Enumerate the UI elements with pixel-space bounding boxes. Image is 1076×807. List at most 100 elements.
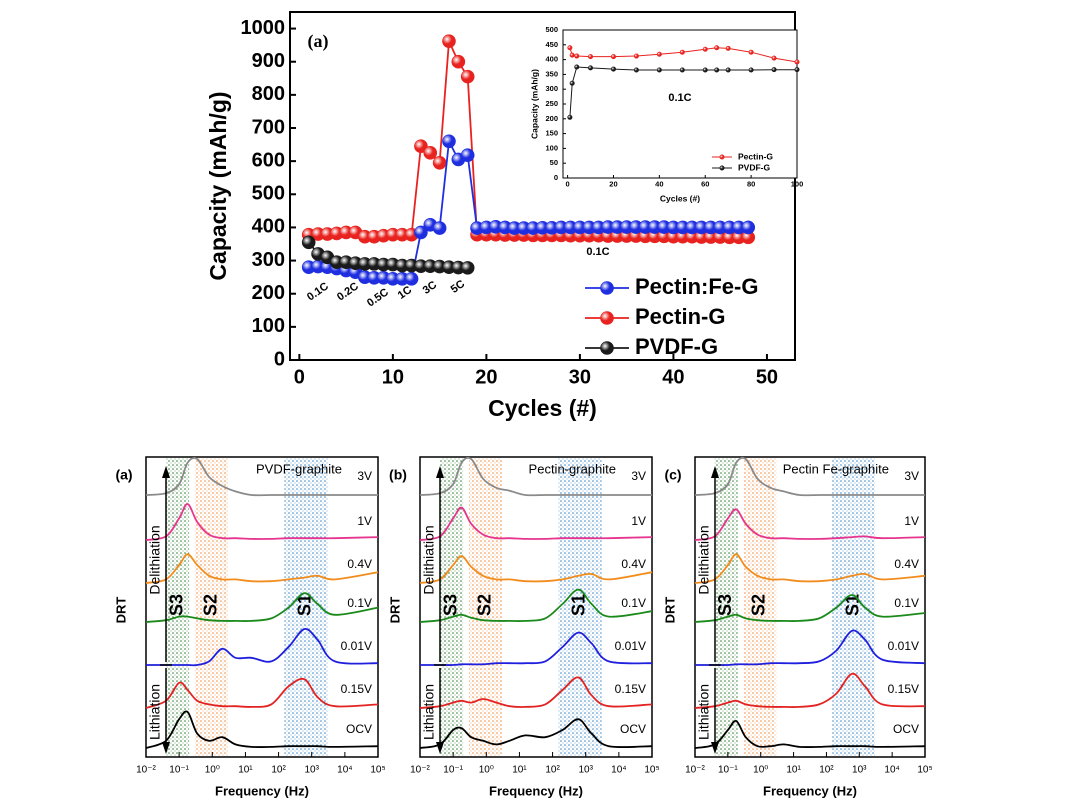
drt-curve bbox=[694, 594, 926, 623]
arrow-head bbox=[711, 742, 719, 754]
data-point bbox=[588, 65, 594, 71]
x-tick-label: 10⁰ bbox=[479, 765, 494, 776]
x-tick-label: 10⁻¹ bbox=[443, 765, 463, 776]
x-tick-label: 50 bbox=[756, 366, 778, 388]
y-tick-label: 100 bbox=[545, 143, 558, 152]
drt-curve bbox=[694, 672, 926, 709]
x-tick-label: 20 bbox=[475, 366, 497, 388]
frequency-region bbox=[439, 458, 464, 756]
panel-label: (c) bbox=[664, 467, 681, 483]
data-point bbox=[432, 221, 447, 235]
y-tick-label: 350 bbox=[545, 69, 558, 78]
data-point bbox=[714, 67, 720, 73]
x-tick-label: 10¹ bbox=[786, 765, 801, 776]
x-axis-label: Cycles (#) bbox=[488, 395, 597, 421]
x-axis-label: Cycles (#) bbox=[660, 193, 700, 203]
y-axis-label: Capacity (mAh/g) bbox=[529, 69, 539, 139]
annotation: 0.1C bbox=[668, 92, 691, 104]
drt-curve bbox=[145, 553, 379, 584]
x-tick-label: 10⁵ bbox=[370, 765, 385, 776]
annotation: Lithiation bbox=[147, 684, 163, 740]
y-tick-label: 1000 bbox=[241, 17, 286, 39]
data-point bbox=[794, 59, 800, 65]
axis-frame bbox=[562, 29, 798, 179]
x-axis-label: Frequency (Hz) bbox=[215, 783, 309, 798]
x-tick-label: 30 bbox=[569, 366, 591, 388]
region-label: S2 bbox=[749, 594, 769, 616]
data-point bbox=[771, 67, 777, 73]
x-tick-label: 10⁻¹ bbox=[718, 765, 738, 776]
arrow-head bbox=[162, 466, 170, 478]
x-tick-label: 60 bbox=[701, 180, 709, 189]
region-label: S1 bbox=[842, 594, 862, 616]
y-tick-label: 800 bbox=[252, 83, 285, 105]
data-point bbox=[567, 45, 573, 51]
data-point bbox=[748, 67, 754, 73]
x-tick-label: 10² bbox=[271, 765, 286, 776]
data-point bbox=[725, 45, 731, 51]
drt-curve bbox=[145, 710, 379, 749]
data-point bbox=[442, 34, 456, 48]
x-tick-label: 10⁴ bbox=[337, 765, 352, 776]
data-point bbox=[460, 261, 475, 275]
legend-marker bbox=[600, 341, 614, 355]
y-tick-label: 400 bbox=[252, 216, 285, 238]
data-point bbox=[679, 49, 685, 55]
drt-curve bbox=[694, 456, 925, 497]
y-tick-label: 700 bbox=[252, 116, 285, 138]
data-point bbox=[702, 67, 708, 73]
annotation: Delithiation bbox=[696, 525, 712, 594]
data-point bbox=[656, 51, 662, 57]
curve-label: 3V bbox=[631, 469, 646, 483]
drt-curve bbox=[145, 457, 378, 497]
x-axis-label: Frequency (Hz) bbox=[763, 783, 857, 798]
frequency-region bbox=[714, 458, 738, 756]
curve-label: 0.01V bbox=[341, 639, 372, 653]
x-tick-label: 0 bbox=[294, 366, 305, 388]
curve-label: 0.4V bbox=[347, 557, 372, 571]
legend-label: Pectin-G bbox=[738, 151, 773, 161]
y-tick-label: 500 bbox=[252, 183, 285, 205]
x-tick-label: 100 bbox=[791, 180, 804, 189]
x-tick-label: 10³ bbox=[852, 765, 867, 776]
region-label: S3 bbox=[440, 594, 460, 616]
arrow-head bbox=[436, 466, 444, 478]
y-tick-label: 250 bbox=[545, 99, 558, 108]
x-tick-label: 10⁴ bbox=[611, 765, 626, 776]
y-tick-label: 200 bbox=[545, 114, 558, 123]
arrow-head bbox=[162, 742, 170, 754]
x-tick-label: 10⁻² bbox=[136, 765, 156, 776]
curve-label: OCV bbox=[893, 722, 919, 736]
x-axis-label: Frequency (Hz) bbox=[489, 783, 583, 798]
x-tick-label: 10⁰ bbox=[205, 765, 220, 776]
curve-label: OCV bbox=[620, 722, 646, 736]
data-point bbox=[569, 52, 575, 58]
panel-label: (a) bbox=[115, 467, 132, 483]
y-axis-label: Capacity (mAh/g) bbox=[205, 91, 231, 280]
drt-curve bbox=[145, 592, 379, 623]
data-point bbox=[725, 67, 731, 73]
x-tick-label: 10² bbox=[545, 765, 560, 776]
frequency-region bbox=[832, 458, 875, 756]
legend-label: PVDF-G bbox=[738, 162, 771, 172]
legend-marker bbox=[600, 281, 614, 295]
curve-label: 0.1V bbox=[347, 596, 372, 610]
data-point bbox=[442, 134, 456, 149]
y-tick-label: 300 bbox=[252, 249, 285, 271]
chart-title: PVDF-graphite bbox=[256, 461, 342, 476]
data-point bbox=[633, 53, 639, 59]
curve-label: 1V bbox=[631, 514, 646, 528]
x-tick-label: 40 bbox=[655, 180, 663, 189]
data-point bbox=[423, 146, 438, 160]
curve-label: OCV bbox=[346, 722, 372, 736]
drt-curve bbox=[146, 627, 379, 667]
drt-curve bbox=[419, 718, 653, 749]
annotation: Lithiation bbox=[421, 684, 437, 740]
data-point bbox=[574, 64, 580, 70]
x-tick-label: 0 bbox=[566, 180, 570, 189]
x-tick-label: 10⁴ bbox=[884, 765, 899, 776]
y-tick-label: 0 bbox=[274, 348, 285, 370]
region-label: S2 bbox=[200, 594, 220, 616]
x-tick-label: 10¹ bbox=[238, 765, 253, 776]
